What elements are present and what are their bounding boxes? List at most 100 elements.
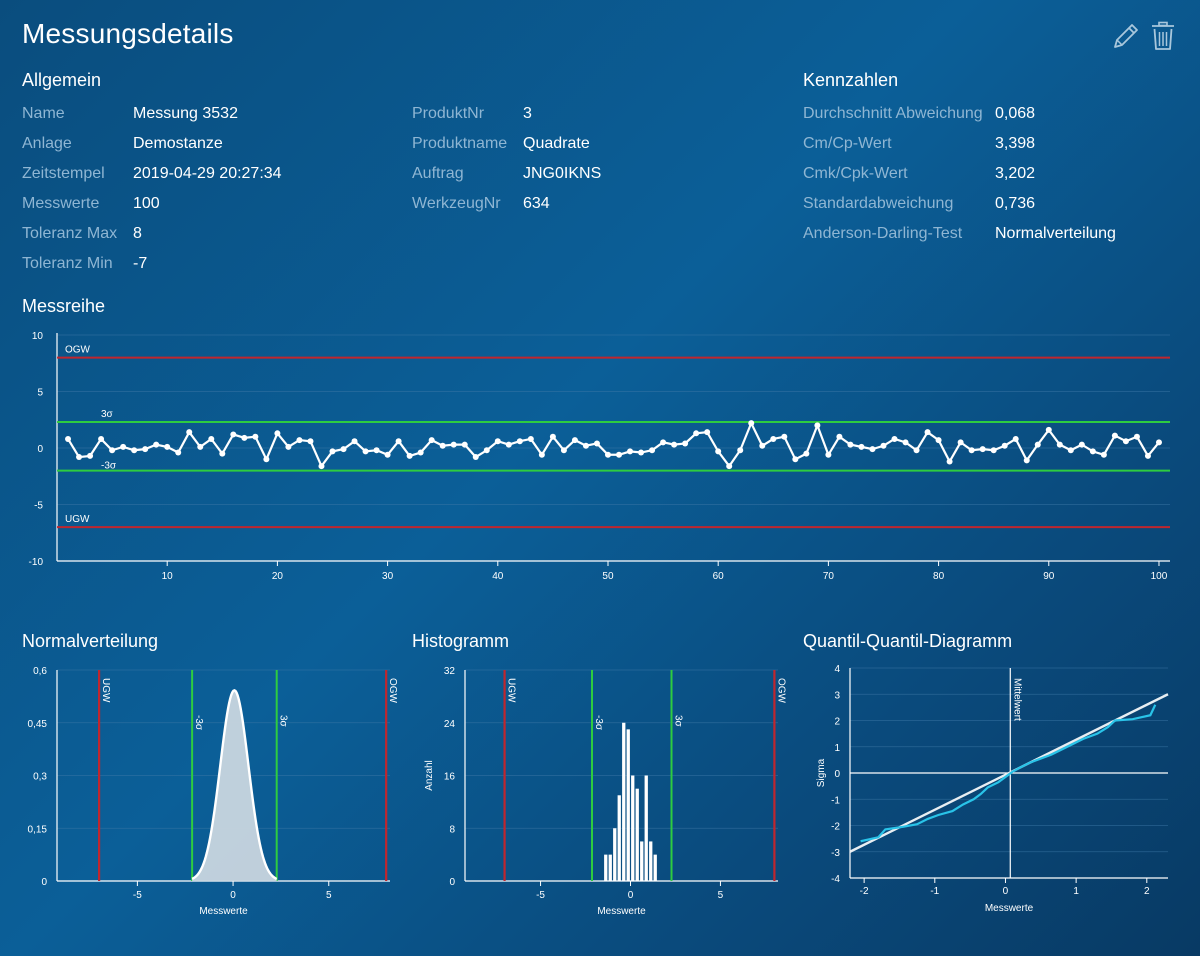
- sigma-label: -3σ: [101, 461, 117, 472]
- data-point: [197, 443, 204, 450]
- limit-label-ogw: OGW: [387, 678, 398, 704]
- histogram-bar: [631, 775, 635, 881]
- y-tick-label: 24: [444, 719, 456, 730]
- histogram-bar: [622, 722, 626, 881]
- edit-button[interactable]: [1110, 20, 1140, 52]
- data-point: [968, 447, 975, 454]
- x-tick-label: -5: [133, 890, 142, 901]
- data-point: [274, 430, 281, 437]
- data-point: [560, 447, 567, 454]
- density-area: [192, 690, 277, 881]
- data-point: [406, 452, 413, 459]
- x-axis-title: Messwerte: [597, 906, 646, 917]
- delete-button[interactable]: [1148, 20, 1178, 52]
- werkzeugnr-label: WerkzeugNr: [412, 195, 501, 212]
- data-point: [781, 433, 788, 440]
- data-point: [1023, 457, 1030, 464]
- data-point: [384, 451, 391, 458]
- data-point: [1133, 433, 1140, 440]
- anlage-value: Demostanze: [133, 135, 223, 152]
- messreihe-title: Messreihe: [22, 296, 106, 316]
- data-point: [483, 447, 490, 454]
- y-tick-label: 5: [37, 388, 43, 399]
- qq-chart: -4 -3 -2 -1 0 1 2 3 4 -2 -1 0 1 2 Messwerte Sigma Mittel…: [816, 664, 1169, 914]
- data-point: [252, 433, 259, 440]
- x-tick-label: 1: [1073, 886, 1079, 897]
- limit-label-ogw: OGW: [775, 678, 786, 704]
- data-point: [1155, 439, 1162, 446]
- messreihe-chart: -10 -5 0 5 10 10 20 30 40 50 60 70 80 90 100 OGW UGW 3σ -3…: [29, 331, 1170, 582]
- normalverteilung-chart: 0 0,15 0,3 0,45 0,6 -5 0 5 Messwerte UGW OGW -3σ 3σ: [28, 666, 399, 917]
- data-point: [913, 447, 920, 454]
- limit-label-ugw: UGW: [100, 678, 111, 703]
- name-value: Messung 3532: [133, 105, 238, 122]
- data-point: [902, 439, 909, 446]
- series-line: [67, 420, 1160, 469]
- data-point: [935, 437, 942, 444]
- histogramm-chart: 0 8 16 24 32 -5 0 5 Messwerte UGW OGW -3σ 3σ Anzahl: [424, 666, 786, 917]
- x-tick-label: -2: [860, 886, 869, 897]
- histogram-bar: [626, 729, 630, 881]
- data-point: [803, 450, 810, 457]
- data-point: [814, 422, 821, 429]
- data-point: [120, 443, 127, 450]
- histogram-bar: [635, 788, 639, 881]
- data-point: [748, 420, 755, 427]
- data-point: [792, 456, 799, 463]
- density-curve: [191, 689, 278, 880]
- limit-label-ugw: UGW: [506, 678, 517, 703]
- cpk-label: Cmk/Cpk-Wert: [803, 165, 908, 182]
- histogram-bar: [640, 841, 644, 881]
- produktname-label: Produktname: [412, 135, 508, 152]
- data-point: [770, 435, 777, 442]
- data-point: [230, 431, 237, 438]
- y-axis-title: Sigma: [816, 758, 827, 787]
- data-point: [715, 448, 722, 455]
- x-tick-label: 70: [823, 571, 835, 582]
- data-point: [957, 439, 964, 446]
- x-tick-label: 30: [382, 571, 394, 582]
- x-tick-label: 80: [933, 571, 945, 582]
- data-point: [175, 449, 182, 456]
- data-point: [1111, 432, 1118, 439]
- zeitstempel-value: 2019-04-29 20:27:34: [133, 165, 282, 182]
- data-point: [627, 448, 634, 455]
- toleranz-min-label: Toleranz Min: [22, 255, 113, 272]
- data-point: [946, 458, 953, 465]
- produktnr-value: 3: [523, 105, 532, 122]
- data-point: [1034, 441, 1041, 448]
- y-tick-label: -10: [29, 557, 44, 568]
- data-point: [186, 429, 193, 436]
- data-point: [505, 441, 512, 448]
- normalverteilung-title: Normalverteilung: [22, 631, 159, 651]
- y-tick-label: -3: [831, 848, 840, 859]
- durchschnitt-label: Durchschnitt Abweichung: [803, 105, 983, 122]
- stdabw-label: Standardabweichung: [803, 195, 954, 212]
- data-point: [98, 435, 105, 442]
- limit-label-ugw: UGW: [65, 514, 90, 525]
- data-point: [538, 451, 545, 458]
- y-tick-label: 0,3: [33, 772, 47, 783]
- data-point: [296, 437, 303, 444]
- toleranz-max-label: Toleranz Max: [22, 225, 118, 242]
- data-point: [351, 438, 358, 445]
- x-axis-title: Messwerte: [199, 906, 248, 917]
- x-tick-label: 5: [718, 890, 724, 901]
- produktname-value: Quadrate: [523, 135, 590, 152]
- y-tick-label: 0,45: [28, 719, 48, 730]
- data-point: [891, 435, 898, 442]
- data-point: [472, 454, 479, 461]
- data-point: [527, 435, 534, 442]
- zeitstempel-label: Zeitstempel: [22, 165, 105, 182]
- y-tick-label: 0: [449, 877, 455, 888]
- data-point: [164, 443, 171, 450]
- data-point: [1078, 441, 1085, 448]
- histogram-bar: [653, 854, 657, 881]
- data-point: [318, 463, 325, 470]
- y-axis-title: Anzahl: [424, 760, 435, 791]
- cp-value: 3,398: [995, 135, 1036, 152]
- data-point: [737, 447, 744, 454]
- data-point: [682, 440, 689, 447]
- y-tick-label: 0: [834, 769, 840, 780]
- auftrag-value: JNG0IKNS: [523, 165, 602, 182]
